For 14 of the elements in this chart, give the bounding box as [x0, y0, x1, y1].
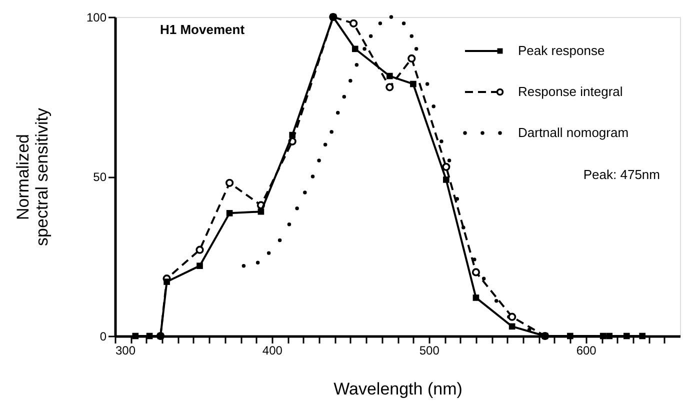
y-tick-label: 0 [100, 330, 107, 344]
y-tick-label: 50 [93, 170, 107, 184]
x-tick-label: 400 [262, 344, 283, 358]
x-tick-label: 600 [576, 344, 597, 358]
annotation: H1 Movement [160, 22, 246, 37]
legend-label: Response integral [518, 84, 623, 99]
legend-label: Peak response [518, 43, 605, 58]
x-tick-label: 500 [419, 344, 440, 358]
y-axis-title: Normalized spectral sensitivity [13, 108, 52, 246]
x-tick-label: 300 [116, 344, 136, 358]
x-axis-title: Wavelength (nm) [334, 380, 462, 398]
legend-label: Dartnall nomogram [518, 125, 629, 140]
annotation: Peak: 475nm [583, 167, 660, 182]
y-tick-label: 100 [86, 10, 107, 24]
